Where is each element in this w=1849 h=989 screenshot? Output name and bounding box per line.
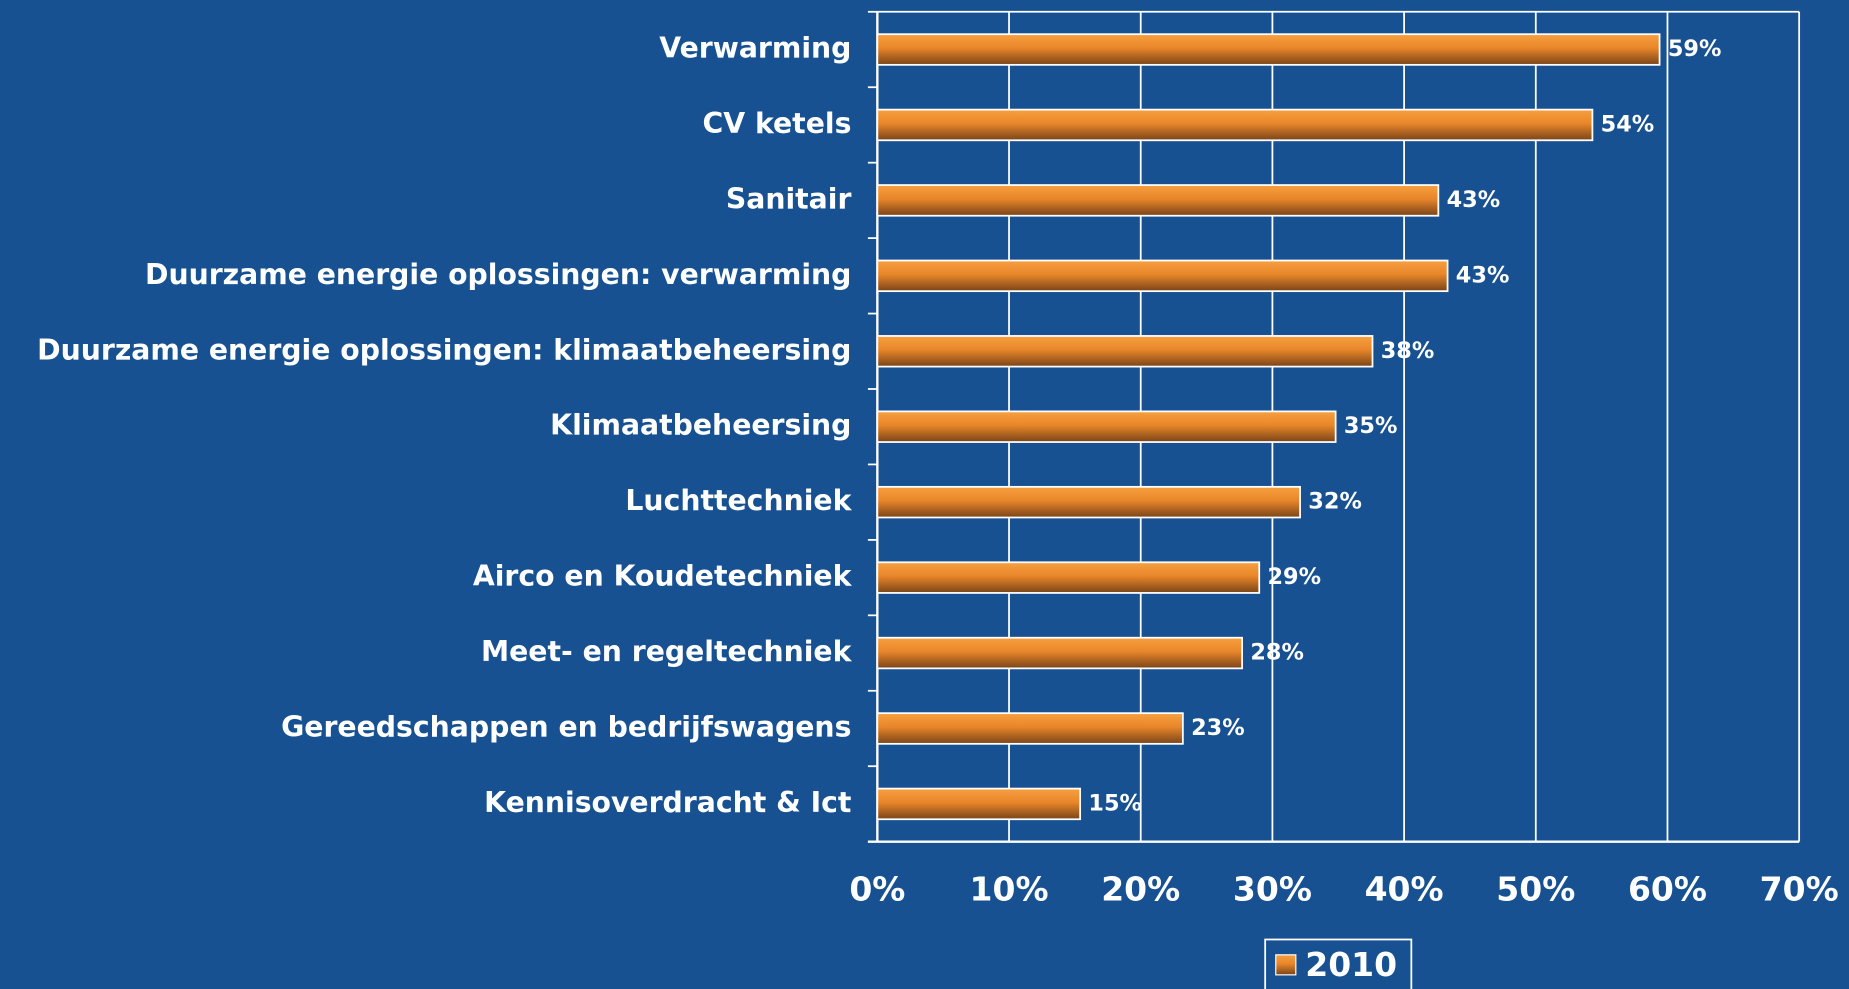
bar	[876, 787, 1082, 821]
category-label: Verwarming	[659, 32, 851, 65]
x-tick-label: 30%	[1233, 870, 1312, 909]
bar	[876, 410, 1337, 443]
category-label: Klimaatbeheersing	[550, 409, 851, 442]
category-label: Duurzame energie oplossingen: verwarming	[145, 258, 851, 291]
bar	[876, 259, 1449, 293]
data-label: 15%	[1088, 790, 1142, 816]
x-tick-label: 70%	[1760, 870, 1839, 909]
data-label: 43%	[1447, 187, 1501, 213]
legend-label: 2010	[1305, 945, 1397, 984]
data-label: 43%	[1456, 262, 1510, 288]
bar	[876, 636, 1244, 670]
x-tick-label: 40%	[1365, 870, 1444, 909]
data-label: 29%	[1267, 564, 1321, 590]
category-label: Duurzame energie oplossingen: klimaatbeh…	[37, 333, 851, 366]
legend-swatch	[1275, 954, 1297, 976]
x-tick-label: 50%	[1496, 870, 1575, 909]
data-label: 32%	[1308, 489, 1362, 515]
category-label: Airco en Koudetechniek	[473, 560, 853, 593]
x-tick-label: 20%	[1101, 870, 1180, 909]
bar	[876, 33, 1661, 66]
data-label: 23%	[1191, 715, 1245, 741]
x-tick-label: 60%	[1628, 870, 1707, 909]
data-label: 38%	[1381, 338, 1435, 364]
category-label: Sanitair	[726, 182, 852, 215]
bar	[876, 485, 1301, 519]
x-tick-label: 0%	[849, 870, 905, 909]
category-label: Luchttechniek	[625, 484, 852, 517]
data-label: 59%	[1668, 36, 1722, 62]
legend-box	[1264, 938, 1413, 989]
legend: 2010	[1264, 938, 1413, 989]
data-label: 28%	[1250, 640, 1304, 666]
data-label: 54%	[1601, 111, 1655, 137]
marks: 59% 54% 43% 43% 38% 35% 32% 29% 28% 23% 15%	[876, 33, 1722, 821]
bar	[876, 712, 1184, 745]
bar	[876, 335, 1374, 368]
category-label: Kennisoverdracht & Ict	[484, 786, 851, 819]
category-label: Meet- en regeltechniek	[481, 635, 853, 668]
grid	[867, 10, 1801, 843]
category-label: Gereedschappen en bedrijfswagens	[281, 710, 851, 743]
x-tick-label: 10%	[970, 870, 1049, 909]
data-label: 35%	[1344, 413, 1398, 439]
category-label: CV ketels	[702, 107, 851, 140]
bar	[876, 108, 1594, 142]
bar	[876, 561, 1261, 594]
bar	[876, 184, 1440, 217]
